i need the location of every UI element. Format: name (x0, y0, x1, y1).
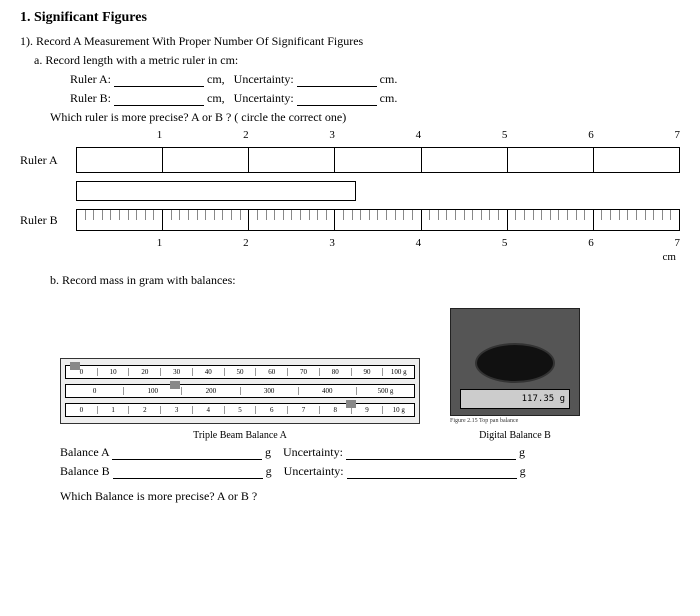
balance-a-unc-blank[interactable] (346, 448, 516, 460)
ruler-a-diagram: Ruler A (20, 147, 680, 173)
ruler-b-input-row: Ruler B: cm, Uncertainty: cm. (70, 91, 680, 106)
ruler-b-numbers: 1 2 3 4 5 6 7 (76, 237, 680, 249)
uncertainty-label: Uncertainty: (234, 91, 294, 105)
ruler-a-body (76, 147, 680, 173)
beam-tick: 60 (256, 368, 288, 376)
rider-2 (170, 381, 180, 389)
beam-tick: 30 (161, 368, 193, 376)
balance-b-label: Balance B (60, 464, 110, 478)
measured-object (76, 181, 356, 201)
ruler-b-label: Ruler B: (70, 91, 111, 105)
beam-tick: 4 (193, 406, 225, 414)
section-heading: 1. Significant Figures (20, 10, 680, 26)
tbb-caption: Triple Beam Balance A (60, 430, 420, 441)
ruler-a-numbers: 1 2 3 4 5 6 7 (76, 129, 680, 141)
ruler-b-side-label: Ruler B (20, 213, 76, 228)
beam-tick: 6 (256, 406, 288, 414)
ruler-b-num: 4 (335, 237, 421, 249)
question-1: 1). Record A Measurement With Proper Num… (20, 34, 680, 49)
beam-tick: 0 (66, 406, 98, 414)
balance-a-value-blank[interactable] (112, 448, 262, 460)
cm-unit: cm, (207, 91, 225, 105)
part-a-label: a. Record length with a metric ruler in … (34, 53, 680, 68)
g-unit: g (266, 464, 272, 478)
beam-tick: 200 (182, 387, 240, 395)
balance-precise-question: Which Balance is more precise? A or B ? (60, 489, 680, 504)
g-unit: g (265, 445, 271, 459)
rider-3 (346, 400, 356, 408)
beam-tick: 10 (98, 368, 130, 376)
ruler-a-num: 5 (421, 129, 507, 141)
beam-tick: 2 (129, 406, 161, 414)
ruler-b-value-blank[interactable] (114, 94, 204, 106)
beam-tick: 10 g (383, 406, 414, 414)
ruler-a-num: 4 (335, 129, 421, 141)
digital-balance-fig-caption: Figure 2.15 Top pan balance (450, 418, 580, 424)
beam-tick: 80 (320, 368, 352, 376)
cm-unit: cm, (207, 72, 225, 86)
balance-b-unc-blank[interactable] (347, 467, 517, 479)
g-unit: g (520, 464, 526, 478)
cm-unit-2: cm. (380, 91, 398, 105)
ruler-b-num: 6 (507, 237, 593, 249)
ruler-a-num: 6 (507, 129, 593, 141)
ruler-a-num: 1 (76, 129, 162, 141)
digital-balance: 117.35 g Figure 2.15 Top pan balance (450, 308, 580, 424)
precise-question: Which ruler is more precise? A or B ? ( … (50, 110, 680, 125)
ruler-a-input-row: Ruler A: cm, Uncertainty: cm. (70, 72, 680, 87)
beam-tick: 3 (161, 406, 193, 414)
ruler-b-num: 1 (76, 237, 162, 249)
ruler-b-num: 2 (162, 237, 248, 249)
uncertainty-label: Uncertainty: (234, 72, 294, 86)
balance-a-row: Balance A g Uncertainty: g (60, 445, 680, 460)
ruler-a-label: Ruler A: (70, 72, 111, 86)
beam-tick: 5 (225, 406, 257, 414)
part-b-label: b. Record mass in gram with balances: (50, 273, 680, 288)
g-unit: g (519, 445, 525, 459)
beam-tick: 300 (241, 387, 299, 395)
beam-tick: 90 (352, 368, 384, 376)
beam-3: 012345678910 g (65, 403, 415, 417)
balance-a-label: Balance A (60, 445, 109, 459)
triple-beam-balance: 0102030405060708090100 g 010020030040050… (60, 358, 420, 424)
cm-axis-label: cm (20, 251, 676, 263)
beam-tick: 20 (129, 368, 161, 376)
ruler-a-unc-blank[interactable] (297, 75, 377, 87)
beam-tick: 400 (299, 387, 357, 395)
ruler-b-num: 5 (421, 237, 507, 249)
beam-tick: 40 (193, 368, 225, 376)
beam-2: 0100200300400500 g (65, 384, 415, 398)
uncertainty-label: Uncertainty: (284, 464, 344, 478)
beam-tick: 1 (98, 406, 130, 414)
beam-tick: 70 (288, 368, 320, 376)
cm-unit-2: cm. (380, 72, 398, 86)
ruler-b-diagram: Ruler B (20, 209, 680, 231)
uncertainty-label: Uncertainty: (283, 445, 343, 459)
ruler-b-unc-blank[interactable] (297, 94, 377, 106)
beam-tick: 0 (66, 387, 124, 395)
beam-tick: 500 g (357, 387, 414, 395)
ruler-b-num: 7 (594, 237, 680, 249)
beam-1: 0102030405060708090100 g (65, 365, 415, 379)
beam-tick: 50 (225, 368, 257, 376)
ruler-a-num: 3 (249, 129, 335, 141)
balance-figures: 0102030405060708090100 g 010020030040050… (60, 308, 680, 424)
ruler-a-value-blank[interactable] (114, 75, 204, 87)
balance-b-value-blank[interactable] (113, 467, 263, 479)
ruler-b-num: 3 (249, 237, 335, 249)
dbb-caption: Digital Balance B (450, 430, 580, 441)
balance-display: 117.35 g (460, 389, 570, 409)
beam-tick: 9 (352, 406, 384, 414)
balance-b-row: Balance B g Uncertainty: g (60, 464, 680, 479)
beam-tick: 100 g (383, 368, 414, 376)
balance-captions: Triple Beam Balance A Digital Balance B (60, 430, 680, 441)
balance-plate (475, 343, 555, 383)
ruler-a-num: 2 (162, 129, 248, 141)
rider-1 (70, 362, 80, 370)
ruler-a-num: 7 (594, 129, 680, 141)
ruler-b-body (76, 209, 680, 231)
ruler-a-side-label: Ruler A (20, 153, 76, 168)
beam-tick: 7 (288, 406, 320, 414)
